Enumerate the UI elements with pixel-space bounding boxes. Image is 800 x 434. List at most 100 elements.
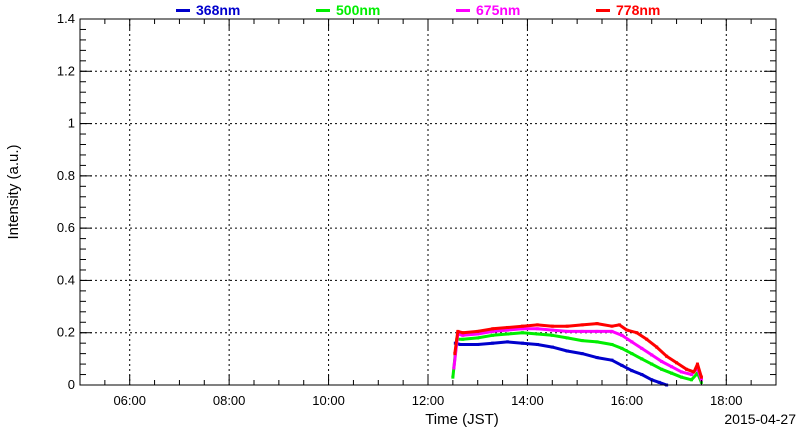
data-point	[461, 333, 465, 337]
data-point	[550, 324, 554, 328]
axis-ticks: 06:00 08:00 10:00 12:00 14:00 16:00 18:00 0 0.2 0…	[57, 11, 777, 408]
data-point	[520, 327, 524, 331]
legend-entry: 368nm	[176, 2, 240, 18]
data-point	[610, 358, 614, 362]
data-point	[640, 346, 644, 350]
legend-label: 368nm	[196, 2, 240, 18]
data-point	[635, 331, 639, 335]
legend-label: 675nm	[476, 2, 520, 18]
data-point	[550, 333, 554, 337]
data-point	[520, 341, 524, 345]
data-point	[461, 331, 465, 335]
y-tick-label: 0	[68, 377, 75, 392]
legend: 368nm 500nm 675nm 778nm	[176, 2, 660, 18]
data-point	[620, 333, 624, 337]
data-point	[580, 339, 584, 343]
data-point	[695, 371, 699, 375]
plot-data	[451, 322, 703, 387]
data-point	[476, 342, 480, 346]
series-line	[453, 322, 703, 378]
data-point	[645, 337, 649, 341]
data-point	[476, 336, 480, 340]
data-point	[640, 357, 644, 361]
data-point	[695, 362, 699, 366]
data-point	[461, 337, 465, 341]
data-point	[650, 378, 654, 382]
data-point	[692, 370, 696, 374]
series-368nm	[453, 340, 669, 387]
data-point	[650, 362, 654, 366]
data-point	[565, 336, 569, 340]
data-point	[655, 345, 659, 349]
data-point	[680, 375, 684, 379]
data-point	[491, 327, 495, 331]
data-point	[456, 329, 460, 333]
data-point	[506, 332, 510, 336]
data-point	[580, 329, 584, 333]
data-point	[451, 375, 455, 379]
legend-swatch	[316, 9, 330, 12]
y-tick-label: 0.8	[57, 168, 75, 183]
y-tick-label: 0.2	[57, 325, 75, 340]
legend-entry: 675nm	[456, 2, 520, 18]
data-point	[506, 340, 510, 344]
legend-label: 500nm	[336, 2, 380, 18]
data-point	[610, 342, 614, 346]
series-500nm	[451, 331, 703, 384]
data-point	[699, 375, 703, 379]
data-point	[610, 324, 614, 328]
data-point	[550, 328, 554, 332]
data-point	[453, 352, 457, 356]
data-point	[506, 325, 510, 329]
data-point	[535, 332, 539, 336]
data-point	[491, 341, 495, 345]
data-point	[491, 333, 495, 337]
data-point	[665, 354, 669, 358]
x-tick-label: 14:00	[511, 393, 544, 408]
legend-entry: 500nm	[316, 2, 380, 18]
data-point	[550, 345, 554, 349]
grid	[80, 19, 776, 385]
y-tick-label: 1.4	[57, 11, 75, 26]
legend-swatch	[596, 9, 610, 12]
x-axis-title: Time (JST)	[425, 411, 499, 428]
data-point	[620, 346, 624, 350]
x-tick-label: 16:00	[611, 393, 644, 408]
data-point	[630, 352, 634, 356]
series-line	[454, 340, 668, 387]
series-778nm	[453, 322, 703, 379]
data-point	[535, 323, 539, 327]
y-tick-label: 0.6	[57, 220, 75, 235]
data-point	[610, 329, 614, 333]
data-point	[650, 353, 654, 357]
x-tick-label: 08:00	[213, 393, 246, 408]
legend-swatch	[456, 9, 470, 12]
y-axis-title: Intensity (a.u.)	[5, 144, 22, 239]
data-point	[670, 371, 674, 375]
y-tick-label: 1.2	[57, 63, 75, 78]
data-point	[595, 322, 599, 326]
data-point	[595, 329, 599, 333]
date-label: 2015-04-27	[724, 411, 796, 427]
data-point	[660, 359, 664, 363]
data-point	[675, 361, 679, 365]
data-point	[630, 340, 634, 344]
data-point	[685, 367, 689, 371]
data-point	[657, 380, 661, 384]
data-point	[520, 331, 524, 335]
x-tick-label: 10:00	[312, 393, 345, 408]
data-point	[565, 324, 569, 328]
y-tick-label: 0.4	[57, 272, 75, 287]
legend-swatch	[176, 9, 190, 12]
data-point	[491, 329, 495, 333]
data-point	[565, 349, 569, 353]
data-point	[595, 340, 599, 344]
data-point	[699, 378, 703, 382]
data-point	[506, 328, 510, 332]
data-point	[520, 324, 524, 328]
data-point	[689, 378, 693, 382]
data-point	[620, 363, 624, 367]
y-tick-label: 1	[68, 116, 75, 131]
